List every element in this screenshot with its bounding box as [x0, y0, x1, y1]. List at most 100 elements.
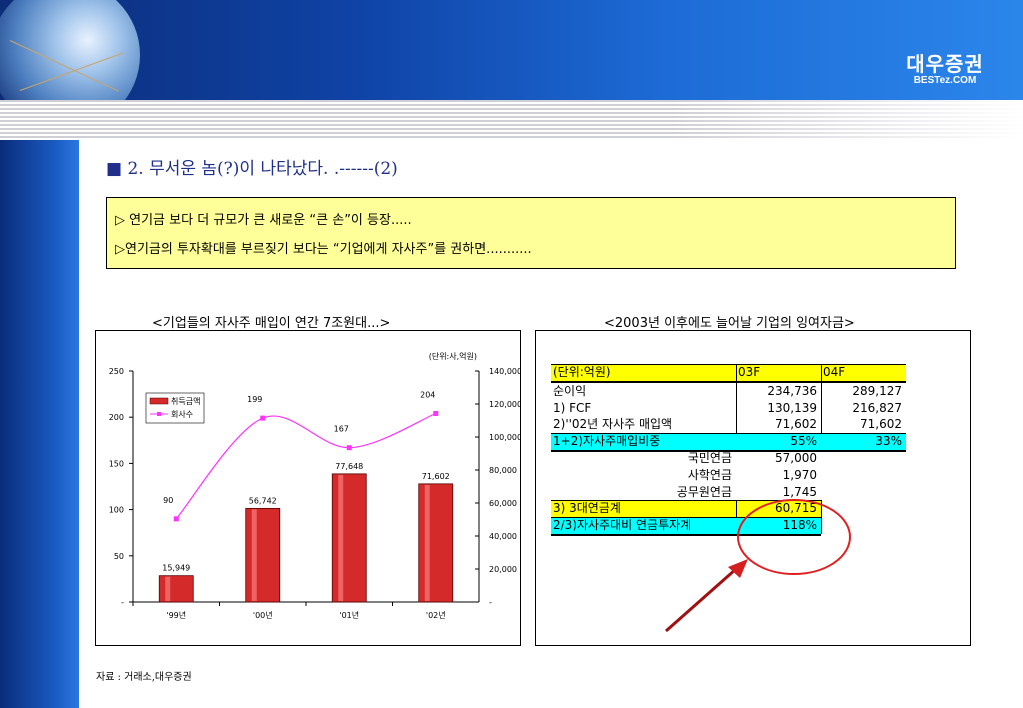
- legend-line-marker: [157, 412, 161, 416]
- legend-bar-label: 취득금액: [171, 396, 200, 406]
- line-data-label: 90: [163, 496, 173, 505]
- table-row-label: 1) FCF: [553, 400, 592, 415]
- note-line-2: ▷연기금의 투자확대를 부르짖기 보다는 “기업에게 자사주”를 권하면....…: [115, 242, 532, 257]
- table-value-cell: 289,127: [852, 383, 902, 398]
- row-highlight-cyan: [551, 517, 821, 534]
- note-line-1: ▷ 연기금 보다 더 규모가 큰 새로운 “큰 손”이 등장.....: [115, 213, 412, 228]
- bar-data-label: 71,602: [422, 472, 450, 481]
- table-value-cell: 130,139: [767, 400, 817, 415]
- bar-line-chart: - 50 100 150 200 250 - 20,000 40,000 60,000 80,000…: [109, 351, 522, 620]
- table-border: [551, 380, 906, 383]
- chart-title: <기업들의 자사주 매입이 연간 7조원대...>: [152, 316, 391, 331]
- table-value-cell: 71,602: [860, 417, 902, 432]
- surplus-table: (단위:억원) 03F 04F 순이익 234,736 289,127 1) FCF 130,…: [536, 331, 970, 645]
- table-panel: (단위:억원) 03F 04F 순이익 234,736 289,127 1) FCF 130,…: [535, 330, 971, 646]
- line-data-label: 204: [420, 391, 435, 400]
- x-axis-tick-label: '02년: [426, 610, 446, 620]
- bar: [331, 473, 367, 603]
- bar-highlight: [424, 484, 430, 601]
- logo-korean: 대우증권: [906, 52, 984, 76]
- line-point: [173, 516, 179, 522]
- bar: [418, 483, 454, 603]
- left-axis-tick-label: 150: [109, 459, 124, 468]
- table-header-cell: 04F: [823, 365, 846, 379]
- bar: [158, 575, 194, 603]
- table-value-cell: 1,970: [782, 467, 817, 482]
- table-header-cell: 03F: [738, 365, 761, 379]
- table-value-cell: 216,827: [852, 400, 902, 415]
- table-header-bg: [551, 364, 906, 381]
- source-note: 자료 : 거래소,대우증권: [96, 672, 192, 683]
- table-border: [551, 433, 906, 435]
- right-axis-tick-label: -: [489, 598, 492, 607]
- table-value-cell: 33%: [875, 434, 902, 449]
- line-point: [433, 411, 439, 417]
- table-value-cell: 118%: [782, 518, 817, 533]
- highlight-circle: [737, 499, 851, 575]
- bar-data-label: 56,742: [249, 496, 277, 505]
- table-border: [551, 534, 821, 536]
- table-border: [551, 364, 906, 365]
- right-axis-tick-label: 80,000: [489, 466, 517, 475]
- bar: [245, 507, 281, 603]
- header-banner: 대우증권 BESTez.COM: [0, 0, 1023, 130]
- table-row-label: 공무원연금: [676, 484, 732, 499]
- table-border: [551, 517, 821, 519]
- left-axis-tick-label: -: [121, 598, 124, 607]
- row-highlight-cyan: [551, 433, 906, 450]
- table-row-label: 2)''02년 자사주 매입액: [553, 417, 673, 432]
- annotation-arrow-head: [728, 559, 748, 578]
- table-value-cell: 57,000: [775, 451, 817, 465]
- left-axis-tick-label: 50: [114, 552, 124, 561]
- logo-english: BESTez.COM: [913, 75, 977, 86]
- table-border: [736, 364, 737, 450]
- table-value-cell: 234,736: [767, 383, 817, 398]
- company-count-line: [175, 412, 436, 520]
- table-title: <2003년 이후에도 늘어날 기업의 잉여자금>: [604, 316, 855, 331]
- table-row-label: 1+2)자사주매입비중: [553, 434, 661, 449]
- left-axis-tick-label: 250: [109, 367, 124, 376]
- right-axis-tick-label: 140,000: [489, 367, 520, 376]
- line-data-label: 199: [247, 395, 262, 404]
- slide-title: ■ 2. 무서운 놈(?)이 나타났다. .------(2): [106, 159, 398, 179]
- right-axis-tick-label: 40,000: [489, 532, 517, 541]
- right-axis-tick-label: 60,000: [489, 499, 517, 508]
- table-border: [821, 500, 822, 534]
- table-border: [821, 364, 822, 450]
- line-point: [260, 415, 266, 421]
- note-box: ▷ 연기금 보다 더 규모가 큰 새로운 “큰 손”이 등장..... ▷연기금…: [106, 197, 956, 269]
- table-value-cell: 60,715: [775, 501, 817, 516]
- table-header-cell: (단위:억원): [553, 365, 611, 379]
- bar-data-label: 77,648: [335, 462, 363, 471]
- header-stripes: [0, 100, 1023, 140]
- left-axis-tick-label: 200: [109, 413, 124, 422]
- row-highlight-yellow: [551, 500, 821, 518]
- table-row-label: 2/3)자사주대비 연금투자계: [553, 518, 692, 533]
- annotation-arrow-shaft: [665, 567, 737, 633]
- bar-highlight: [165, 576, 171, 601]
- left-sidebar-band: [0, 140, 79, 708]
- table-value-cell: 1,745: [782, 484, 817, 499]
- table-row-label: 순이익: [553, 383, 587, 398]
- right-axis-tick-label: 20,000: [489, 565, 517, 574]
- table-value-cell: 71,602: [775, 417, 817, 432]
- line-data-label: 167: [334, 425, 349, 434]
- chart-unit-note: (단위:사,억원): [429, 351, 477, 361]
- x-axis-tick-label: '01년: [339, 610, 359, 620]
- x-axis-tick-label: '99년: [166, 610, 186, 620]
- table-border: [551, 500, 821, 502]
- left-axis-tick-label: 100: [109, 506, 124, 515]
- bar-highlight: [338, 474, 344, 601]
- line-point: [346, 445, 352, 451]
- bar-data-label: 15,949: [162, 564, 190, 573]
- legend-bar-swatch: [149, 397, 169, 405]
- x-axis-tick-label: '00년: [253, 610, 273, 620]
- bar-highlight: [251, 509, 257, 601]
- chart-panel: - 50 100 150 200 250 - 20,000 40,000 60,000 80,000…: [95, 330, 522, 646]
- right-axis-tick-label: 120,000: [489, 400, 520, 409]
- table-value-cell: 55%: [790, 434, 817, 449]
- legend-line-label: 회사수: [171, 410, 193, 419]
- right-axis-tick-label: 100,000: [489, 433, 520, 442]
- table-row-label: 국민연금: [687, 451, 732, 465]
- table-border: [551, 450, 906, 452]
